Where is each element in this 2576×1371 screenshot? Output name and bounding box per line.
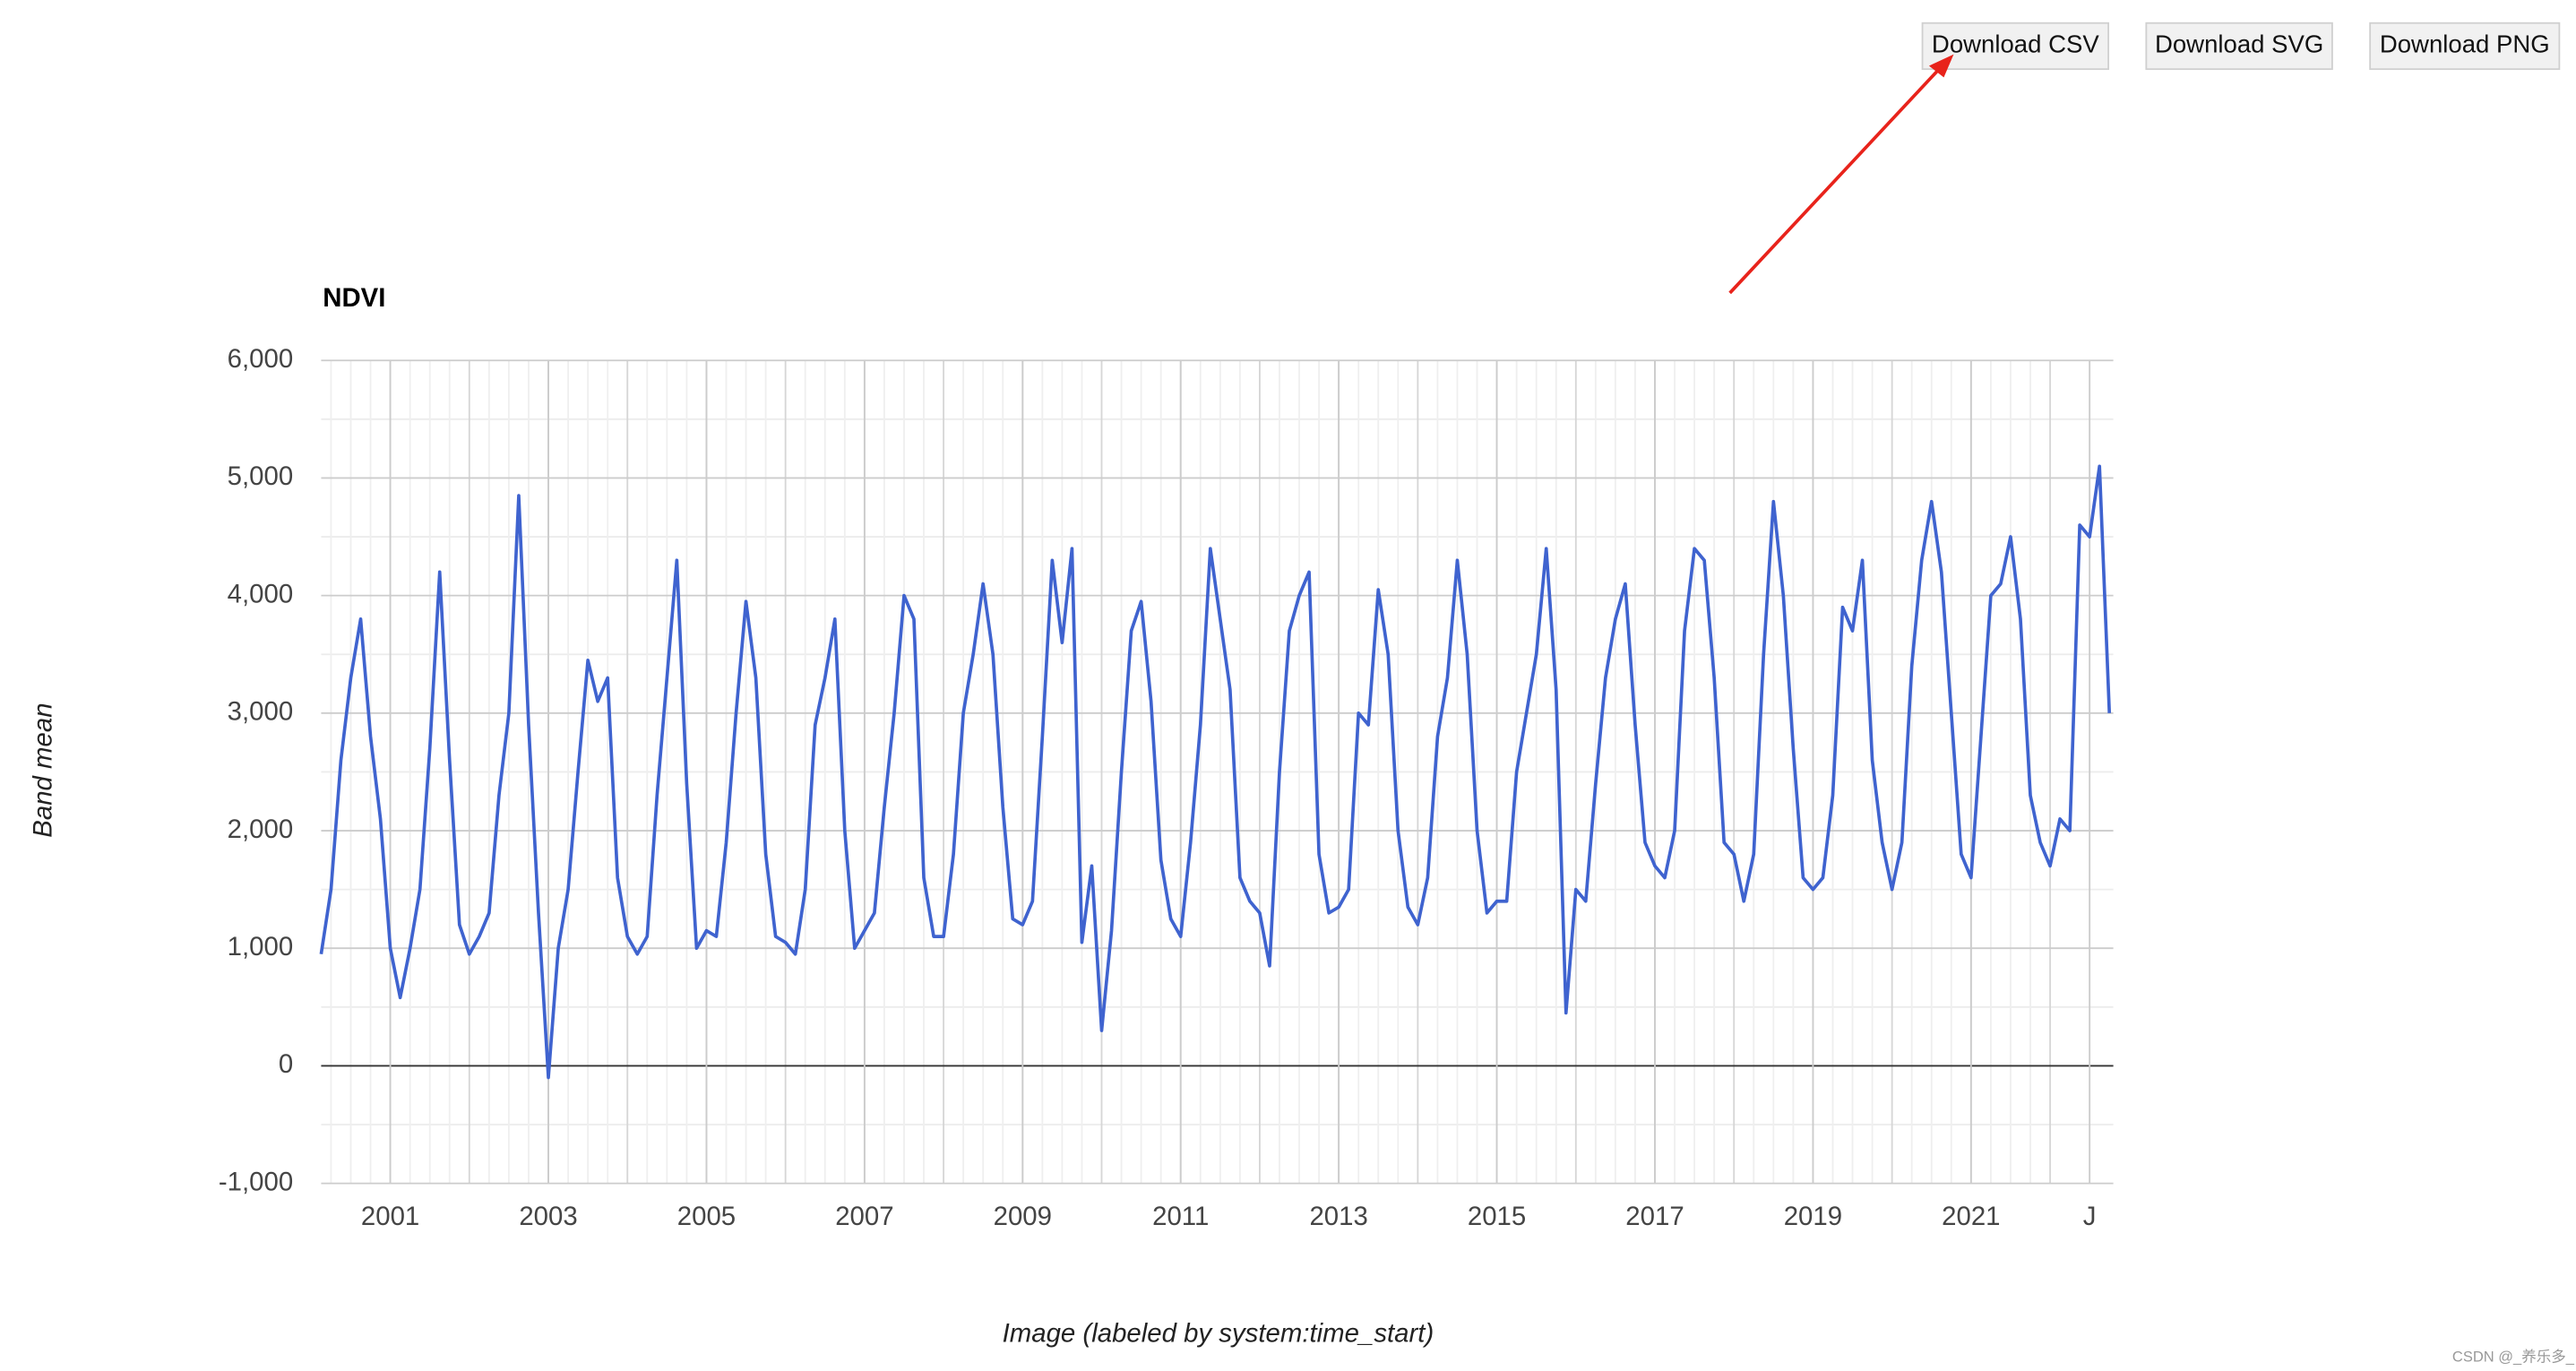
x-tick-label: 2017 bbox=[1625, 1202, 1684, 1231]
button-box bbox=[2369, 22, 2561, 71]
button-box bbox=[2145, 22, 2333, 71]
grid bbox=[321, 359, 2114, 1185]
x-tick-label: 2007 bbox=[835, 1202, 893, 1231]
download-png-button[interactable]: Download PNG bbox=[2369, 22, 2561, 71]
y-tick-label: 0 bbox=[279, 1049, 293, 1079]
button-label: Download SVG bbox=[2155, 30, 2323, 58]
y-tick-label: 4,000 bbox=[228, 579, 294, 608]
y-axis-label: Band mean bbox=[29, 703, 58, 837]
x-tick-label: J bbox=[2083, 1202, 2097, 1231]
x-tick-label: 2013 bbox=[1309, 1202, 1367, 1231]
x-tick-label: 2021 bbox=[1942, 1202, 2000, 1231]
x-tick-label: 2005 bbox=[677, 1202, 736, 1231]
y-tick-label: 3,000 bbox=[228, 697, 294, 727]
x-tick-label: 2019 bbox=[1784, 1202, 1842, 1231]
y-tick-label: 1,000 bbox=[228, 932, 294, 961]
y-tick-label: 5,000 bbox=[228, 461, 294, 491]
x-tick-label: 2009 bbox=[994, 1202, 1052, 1231]
y-tick-label: -1,000 bbox=[219, 1167, 293, 1196]
red-arrowhead bbox=[1928, 54, 1954, 78]
button-box bbox=[1921, 22, 2110, 71]
red-arrow bbox=[1728, 65, 1943, 295]
download-svg-button[interactable]: Download SVG bbox=[2145, 22, 2333, 71]
button-label: Download PNG bbox=[2380, 30, 2550, 58]
ndvi-line bbox=[319, 464, 2112, 1080]
watermark: CSDN @_养乐多_ bbox=[2452, 1349, 2575, 1366]
button-label: Download CSV bbox=[1932, 30, 2099, 58]
chart-title: NDVI bbox=[323, 283, 385, 313]
x-tick-label: 2015 bbox=[1468, 1202, 1526, 1231]
y-tick-label: 2,000 bbox=[228, 815, 294, 844]
x-tick-label: 2001 bbox=[361, 1202, 419, 1231]
y-tick-label: 6,000 bbox=[228, 344, 294, 374]
x-axis-label: Image (labeled by system:time_start) bbox=[1003, 1318, 1434, 1348]
x-tick-label: 2003 bbox=[519, 1202, 577, 1231]
x-tick-label: 2011 bbox=[1152, 1202, 1209, 1231]
download-csv-button[interactable]: Download CSV bbox=[1921, 22, 2110, 71]
